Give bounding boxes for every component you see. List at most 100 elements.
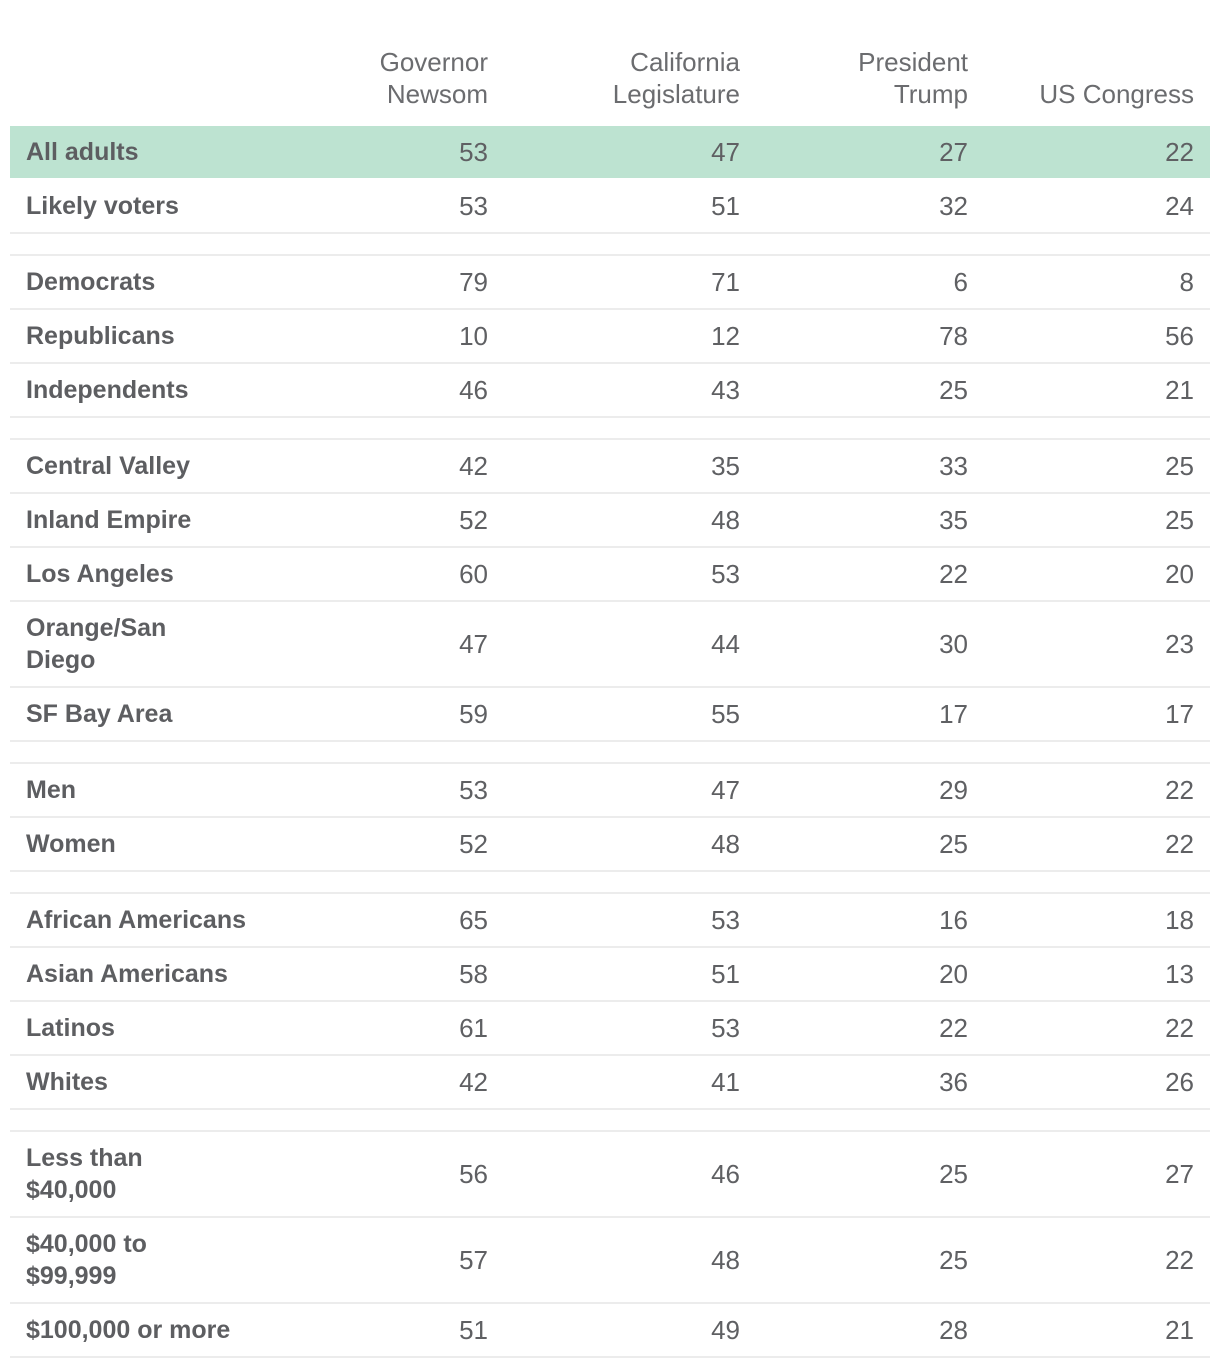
- table-cell: 22: [939, 558, 968, 589]
- column-header: President Trump: [858, 47, 968, 109]
- table-cell: 44: [711, 628, 740, 659]
- table-cell: 25: [939, 374, 968, 405]
- table-cell: 17: [939, 698, 968, 729]
- table-cell: 41: [711, 1066, 740, 1097]
- table-cell: 29: [939, 774, 968, 805]
- row-label: Orange/San Diego: [26, 614, 167, 674]
- row-label: Asian Americans: [26, 960, 228, 988]
- table-cell: 30: [939, 628, 968, 659]
- table-cell: 28: [939, 1314, 968, 1345]
- row-label: Inland Empire: [26, 506, 192, 534]
- table-cell: 48: [711, 1244, 740, 1275]
- table-cell: 10: [459, 320, 488, 351]
- table-cell: 47: [711, 774, 740, 805]
- group-spacer: [10, 872, 1210, 894]
- table-cell: 43: [711, 374, 740, 405]
- table-row: Independents 46 43 25 21: [10, 364, 1210, 418]
- table-row: Democrats 79 71 6 8: [10, 256, 1210, 310]
- table-cell: 59: [459, 698, 488, 729]
- table-cell: 48: [711, 828, 740, 859]
- table-cell: 22: [1165, 136, 1194, 167]
- table-cell: 49: [711, 1314, 740, 1345]
- row-label: $100,000 or more: [26, 1316, 231, 1344]
- table-cell: 51: [711, 958, 740, 989]
- table-row: Men 53 47 29 22: [10, 764, 1210, 818]
- row-label: Women: [26, 830, 116, 858]
- row-label: Central Valley: [26, 452, 190, 480]
- row-label: Latinos: [26, 1014, 115, 1042]
- table-cell: 20: [939, 958, 968, 989]
- column-header: US Congress: [1039, 79, 1194, 109]
- row-label: African Americans: [26, 906, 246, 934]
- table-cell: 61: [459, 1012, 488, 1043]
- table-cell: 55: [711, 698, 740, 729]
- table-cell: 71: [711, 266, 740, 297]
- table-cell: 57: [459, 1244, 488, 1275]
- table-cell: 53: [459, 136, 488, 167]
- table-cell: 22: [1165, 1012, 1194, 1043]
- table-cell: 65: [459, 904, 488, 935]
- table-cell: 53: [459, 190, 488, 221]
- table-cell: 18: [1165, 904, 1194, 935]
- table-cell: 26: [1165, 1066, 1194, 1097]
- table-cell: 23: [1165, 628, 1194, 659]
- table-cell: 27: [1165, 1158, 1194, 1189]
- table-cell: 53: [711, 558, 740, 589]
- table-cell: 8: [1179, 266, 1194, 297]
- table-cell: 17: [1165, 698, 1194, 729]
- table-cell: 52: [459, 828, 488, 859]
- table-row: $40,000 to $99,999 57 48 25 22: [10, 1218, 1210, 1304]
- table-cell: 21: [1165, 1314, 1194, 1345]
- table-row: Los Angeles 60 53 22 20: [10, 548, 1210, 602]
- table-cell: 25: [1165, 504, 1194, 535]
- row-label: Los Angeles: [26, 560, 174, 588]
- table-cell: 79: [459, 266, 488, 297]
- table-cell: 53: [711, 904, 740, 935]
- group-spacer: [10, 234, 1210, 256]
- table-row: Orange/San Diego 47 44 30 23: [10, 602, 1210, 688]
- table-cell: 25: [939, 1158, 968, 1189]
- table-cell: 48: [711, 504, 740, 535]
- table-cell: 35: [711, 450, 740, 481]
- table-cell: 47: [711, 136, 740, 167]
- row-label: Likely voters: [26, 192, 179, 220]
- table-cell: 58: [459, 958, 488, 989]
- group-spacer: [10, 1110, 1210, 1132]
- table-cell: 42: [459, 450, 488, 481]
- row-label: Men: [26, 776, 76, 804]
- table-cell: 6: [953, 266, 968, 297]
- row-label: Whites: [26, 1068, 108, 1096]
- table-row: African Americans 65 53 16 18: [10, 894, 1210, 948]
- table-cell: 46: [459, 374, 488, 405]
- table-cell: 56: [1165, 320, 1194, 351]
- table-cell: 35: [939, 504, 968, 535]
- table-cell: 21: [1165, 374, 1194, 405]
- table-cell: 42: [459, 1066, 488, 1097]
- table-cell: 20: [1165, 558, 1194, 589]
- table-row: Central Valley 42 35 33 25: [10, 440, 1210, 494]
- table-cell: 51: [711, 190, 740, 221]
- table-row: Inland Empire 52 48 35 25: [10, 494, 1210, 548]
- table-cell: 52: [459, 504, 488, 535]
- table-cell: 53: [711, 1012, 740, 1043]
- table-cell: 36: [939, 1066, 968, 1097]
- table-cell: 25: [1165, 450, 1194, 481]
- table-row: All adults 53 47 27 22: [10, 126, 1210, 180]
- table-cell: 56: [459, 1158, 488, 1189]
- table-cell: 32: [939, 190, 968, 221]
- table-cell: 60: [459, 558, 488, 589]
- table-cell: 51: [459, 1314, 488, 1345]
- table-cell: 16: [939, 904, 968, 935]
- table-row: SF Bay Area 59 55 17 17: [10, 688, 1210, 742]
- table-cell: 53: [459, 774, 488, 805]
- row-label: Independents: [26, 376, 189, 404]
- table-row: $100,000 or more 51 49 28 21: [10, 1304, 1210, 1358]
- table-cell: 47: [459, 628, 488, 659]
- table-cell: 13: [1165, 958, 1194, 989]
- table-cell: 25: [939, 828, 968, 859]
- table-cell: 12: [711, 320, 740, 351]
- row-label: All adults: [26, 138, 139, 166]
- table-row: Latinos 61 53 22 22: [10, 1002, 1210, 1056]
- row-label: SF Bay Area: [26, 700, 173, 728]
